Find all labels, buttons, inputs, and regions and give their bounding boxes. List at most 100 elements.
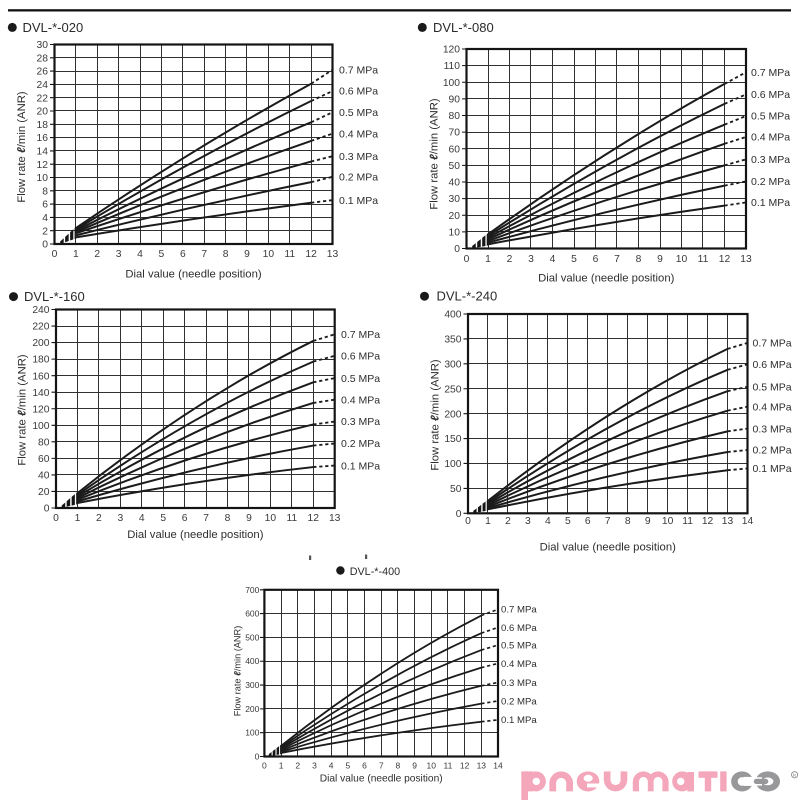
svg-text:12: 12 [702, 516, 714, 527]
svg-text:0.6 MPa: 0.6 MPa [339, 86, 378, 98]
svg-text:5: 5 [345, 761, 350, 771]
svg-text:60: 60 [449, 144, 461, 155]
svg-text:0: 0 [456, 509, 462, 520]
svg-text:11: 11 [682, 516, 693, 527]
svg-text:Flow rate ℓ/min (ANR): Flow rate ℓ/min (ANR) [233, 626, 243, 717]
svg-text:18: 18 [37, 120, 49, 131]
svg-text:0.7 MPa: 0.7 MPa [753, 338, 792, 350]
svg-text:13: 13 [329, 513, 341, 524]
svg-text:DVL-*-020: DVL-*-020 [23, 20, 84, 35]
svg-text:400: 400 [245, 656, 259, 666]
svg-text:3: 3 [116, 249, 122, 260]
svg-text:0.1 MPa: 0.1 MPa [501, 715, 537, 726]
svg-text:200: 200 [245, 704, 259, 714]
svg-text:10: 10 [449, 227, 461, 238]
svg-text:7: 7 [379, 761, 384, 771]
svg-text:0.6 MPa: 0.6 MPa [341, 350, 380, 362]
svg-text:200: 200 [444, 409, 461, 420]
svg-text:0.5 MPa: 0.5 MPa [751, 111, 790, 123]
svg-text:Flow rate ℓ/min (ANR): Flow rate ℓ/min (ANR) [430, 359, 442, 471]
svg-text:0.3 MPa: 0.3 MPa [341, 416, 380, 428]
svg-text:0: 0 [42, 240, 48, 251]
svg-text:7: 7 [201, 249, 207, 260]
svg-text:80: 80 [38, 437, 50, 448]
svg-text:0.7 MPa: 0.7 MPa [751, 67, 790, 79]
svg-text:0: 0 [255, 751, 260, 761]
svg-text:110: 110 [444, 61, 461, 72]
svg-text:0.4 MPa: 0.4 MPa [753, 401, 792, 413]
svg-text:8: 8 [225, 513, 231, 524]
svg-text:0.7 MPa: 0.7 MPa [501, 605, 537, 616]
svg-text:0: 0 [262, 761, 267, 771]
svg-text:4: 4 [550, 254, 556, 265]
svg-text:4: 4 [42, 213, 48, 224]
svg-text:0: 0 [53, 513, 59, 524]
svg-text:240: 240 [32, 305, 49, 316]
svg-text:7: 7 [614, 254, 620, 265]
svg-text:0: 0 [454, 244, 460, 255]
svg-text:200: 200 [32, 338, 49, 349]
svg-text:90: 90 [449, 94, 461, 105]
svg-text:4: 4 [137, 249, 143, 260]
svg-text:400: 400 [444, 310, 461, 321]
svg-text:12: 12 [719, 254, 731, 265]
svg-text:13: 13 [327, 249, 339, 260]
svg-text:250: 250 [444, 384, 461, 395]
svg-text:30: 30 [37, 40, 49, 51]
svg-text:0.4 MPa: 0.4 MPa [339, 128, 378, 140]
svg-text:2: 2 [507, 254, 513, 265]
svg-text:0.4 MPa: 0.4 MPa [751, 132, 790, 144]
svg-text:13: 13 [477, 761, 487, 771]
svg-text:0.1 MPa: 0.1 MPa [341, 460, 380, 472]
svg-text:2: 2 [42, 226, 48, 237]
svg-text:0.5 MPa: 0.5 MPa [341, 373, 380, 385]
svg-text:13: 13 [722, 516, 734, 527]
svg-text:3: 3 [525, 516, 531, 527]
svg-text:8: 8 [625, 516, 631, 527]
svg-text:Flow rate ℓ/min (ANR): Flow rate ℓ/min (ANR) [429, 98, 441, 210]
svg-text:10: 10 [263, 249, 275, 260]
svg-text:1: 1 [485, 516, 491, 527]
svg-text:0.7 MPa: 0.7 MPa [341, 329, 380, 341]
svg-text:100: 100 [32, 421, 49, 432]
svg-text:13: 13 [740, 254, 752, 265]
svg-text:8: 8 [42, 186, 48, 197]
svg-text:150: 150 [444, 434, 461, 445]
svg-text:6: 6 [585, 516, 591, 527]
svg-text:Dial value (needle position): Dial value (needle position) [125, 269, 262, 281]
svg-text:11: 11 [284, 249, 295, 260]
svg-text:0: 0 [465, 516, 471, 527]
svg-text:40: 40 [449, 178, 461, 189]
svg-text:100: 100 [443, 78, 460, 89]
svg-text:0.5 MPa: 0.5 MPa [501, 640, 537, 651]
svg-text:9: 9 [244, 249, 250, 260]
svg-text:700: 700 [245, 585, 259, 595]
svg-text:9: 9 [246, 513, 252, 524]
svg-text:0.2 MPa: 0.2 MPa [751, 176, 790, 188]
svg-text:6: 6 [362, 761, 367, 771]
svg-text:R: R [793, 773, 797, 778]
svg-text:30: 30 [449, 194, 461, 205]
svg-text:24: 24 [37, 80, 49, 91]
svg-text:5: 5 [571, 254, 577, 265]
svg-text:50: 50 [449, 161, 461, 172]
svg-text:Flow rate ℓ/min (ANR): Flow rate ℓ/min (ANR) [17, 354, 29, 466]
svg-text:300: 300 [245, 680, 259, 690]
svg-text:2: 2 [295, 761, 300, 771]
svg-text:DVL-*-400: DVL-*-400 [350, 566, 400, 578]
svg-text:0.2 MPa: 0.2 MPa [341, 438, 380, 450]
svg-text:160: 160 [32, 371, 49, 382]
svg-text:3: 3 [312, 761, 317, 771]
svg-text:6: 6 [182, 513, 188, 524]
svg-text:11: 11 [286, 513, 297, 524]
svg-text:10: 10 [37, 173, 49, 184]
svg-text:10: 10 [265, 513, 277, 524]
svg-text:50: 50 [450, 484, 462, 495]
svg-text:12: 12 [37, 160, 49, 171]
svg-text:0.2 MPa: 0.2 MPa [753, 445, 792, 457]
svg-text:4: 4 [329, 761, 334, 771]
svg-text:2: 2 [94, 249, 100, 260]
svg-text:8: 8 [636, 254, 642, 265]
svg-text:9: 9 [412, 761, 417, 771]
svg-text:Flow rate ℓ/min (ANR): Flow rate ℓ/min (ANR) [16, 91, 28, 203]
